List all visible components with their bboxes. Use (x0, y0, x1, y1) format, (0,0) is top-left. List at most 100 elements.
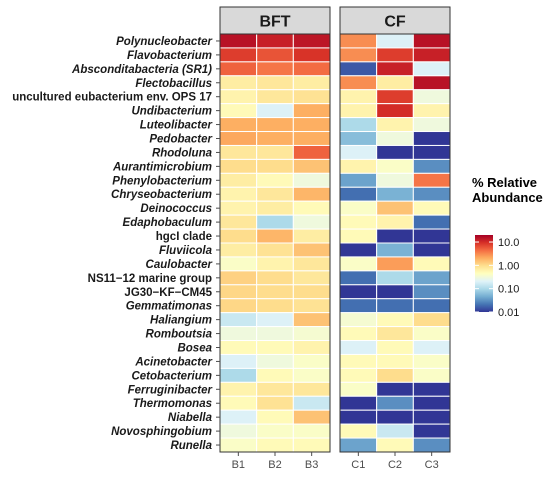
heatmap-cell (339, 228, 378, 244)
heatmap-cell (339, 423, 378, 439)
heatmap-cell (376, 75, 414, 91)
heatmap-cell (292, 242, 331, 258)
heatmap-cell (412, 200, 451, 216)
y-tick-label: Caulobacter (146, 259, 213, 271)
heatmap-cell (292, 256, 331, 272)
heatmap-cell (292, 298, 331, 314)
heatmap-cell (412, 103, 451, 119)
x-tick-label: B1 (232, 459, 245, 471)
heatmap-cell (219, 75, 258, 91)
heatmap-cell (376, 117, 414, 133)
heatmap-cell (339, 340, 378, 355)
heatmap-cell (376, 186, 414, 202)
heatmap-cell (219, 381, 258, 397)
heatmap-cell (219, 131, 258, 146)
heatmap-cell (339, 186, 378, 202)
heatmap-cell (292, 117, 331, 133)
heatmap-cell (219, 367, 258, 383)
heatmap-cell (256, 437, 294, 453)
heatmap-cell (256, 367, 294, 383)
heatmap-cell (219, 228, 258, 244)
heatmap-cell (376, 395, 414, 411)
heatmap-cell (219, 172, 258, 188)
heatmap-cell (256, 312, 294, 328)
heatmap-cell (339, 367, 378, 383)
heatmap-cell (412, 117, 451, 133)
heatmap-cell (339, 242, 378, 258)
heatmap-cell (219, 409, 258, 425)
heatmap-cell (412, 409, 451, 425)
y-tick-label: Romboutsia (146, 329, 213, 341)
heatmap-cell (219, 214, 258, 230)
heatmap-cell (339, 409, 378, 425)
heatmap-cell (256, 381, 294, 397)
heatmap-cell (219, 89, 258, 105)
x-tick-label: B3 (305, 459, 318, 471)
y-tick-label: Flectobacillus (135, 78, 212, 90)
heatmap-cell (412, 89, 451, 105)
heatmap-cell (412, 186, 451, 202)
heatmap-cell (339, 144, 378, 160)
y-tick-label: Bosea (177, 343, 212, 355)
heatmap-cell (256, 200, 294, 216)
heatmap-cell (412, 172, 451, 188)
heatmap-cell (339, 270, 378, 286)
heatmap-cell (256, 423, 294, 439)
heatmap-cell (376, 270, 414, 286)
heatmap-cell (412, 340, 451, 355)
heatmap-cell (292, 89, 331, 105)
y-tick-label: NS11−12 marine group (88, 273, 212, 285)
heatmap-cell (292, 340, 331, 355)
heatmap-cell (292, 131, 331, 146)
heatmap-cell (256, 75, 294, 91)
panel-strip-bft (219, 6, 331, 35)
heatmap-cell (412, 131, 451, 146)
heatmap-cell (339, 381, 378, 397)
y-tick-label: Acinetobacter (134, 356, 212, 368)
heatmap-cell (412, 353, 451, 369)
heatmap-cell (292, 186, 331, 202)
heatmap-cell (376, 340, 414, 355)
heatmap-cell (256, 117, 294, 133)
heatmap-cell (219, 144, 258, 160)
x-tick-label: C3 (425, 459, 439, 471)
heatmap-cell (376, 326, 414, 342)
heatmap-cell (256, 131, 294, 146)
heatmap-cell (376, 103, 414, 119)
heatmap-cell (412, 158, 451, 174)
heatmap-cell (412, 256, 451, 272)
heatmap-cell (292, 75, 331, 91)
heatmap-cell (339, 214, 378, 230)
heatmap-cell (412, 284, 451, 300)
heatmap-cell (292, 214, 331, 230)
y-tick-label: Deinococcus (140, 203, 212, 215)
heatmap-cell (219, 423, 258, 439)
heatmap-cell (219, 61, 258, 77)
heatmap-cell (412, 423, 451, 439)
y-tick-label: Absconditabacteria (SR1) (71, 64, 212, 76)
y-tick-label: Chryseobacterium (111, 189, 212, 201)
legend-colorbar (475, 235, 493, 312)
heatmap-cell (292, 158, 331, 174)
heatmap-cell (256, 61, 294, 77)
heatmap-cell (219, 47, 258, 63)
heatmap-cell (256, 47, 294, 63)
heatmap-cell (292, 61, 331, 77)
heatmap-cell (339, 117, 378, 133)
heatmap-cell (256, 89, 294, 105)
y-tick-label: Novosphingobium (111, 426, 212, 438)
heatmap-cell (256, 33, 294, 49)
y-tick-label: Ferruginibacter (128, 384, 213, 396)
heatmap-cell (219, 284, 258, 300)
y-tick-label: Haliangium (150, 315, 212, 327)
heatmap-cell (219, 340, 258, 355)
panel-title-cf: CF (384, 14, 406, 31)
heatmap-cell (376, 312, 414, 328)
heatmap-cell (256, 256, 294, 272)
heatmap-cell (292, 437, 331, 453)
heatmap-cell (376, 367, 414, 383)
heatmap-cell (256, 340, 294, 355)
heatmap-cell (339, 131, 378, 146)
y-tick-label: JG30−KF−CM45 (124, 287, 212, 299)
